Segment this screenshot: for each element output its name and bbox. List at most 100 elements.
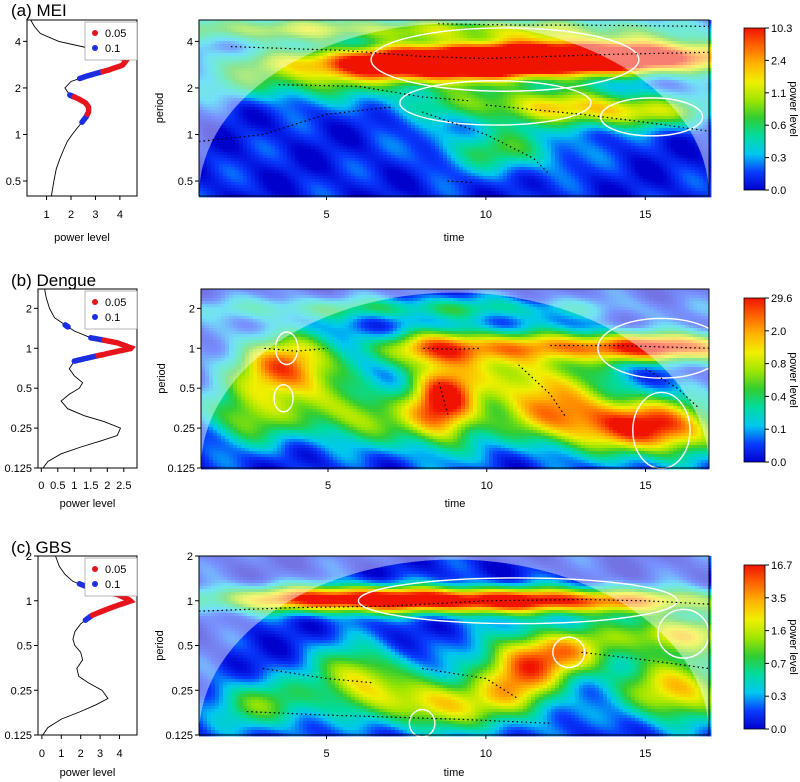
- x-tick-label: 15: [639, 209, 651, 221]
- y-axis-label: period: [154, 630, 166, 661]
- heatmap-cells: [199, 20, 712, 198]
- ridge-line-3: [198, 106, 391, 143]
- x-tick-label: 5: [325, 480, 331, 492]
- significance-0-05-segment-0: [95, 337, 136, 359]
- legend-marker-1: [92, 581, 98, 587]
- legend-box: [84, 290, 138, 330]
- significance-contour-2: [599, 97, 704, 137]
- legend-label-0: 0.05: [105, 564, 126, 576]
- x-tick-label: 15: [639, 480, 651, 492]
- ridge-line-2: [550, 344, 710, 349]
- wavelet-heatmap: 0.125 0.25 0.5 1 2 5 10 15 time period: [156, 288, 726, 510]
- colorbar-tick-label: 0.0: [771, 724, 786, 736]
- spectrum-x-label: power level: [54, 232, 110, 244]
- x-tick-label: 1: [43, 209, 49, 221]
- significance-contour-1: [273, 383, 294, 413]
- legend: 0.05 0.1: [84, 21, 138, 61]
- colorbar-tick-label: 0.8: [771, 359, 786, 371]
- y-tick-label: 2: [187, 83, 193, 95]
- spectrum-x-label: power level: [60, 767, 116, 779]
- significance-contour-0: [357, 577, 678, 625]
- significance-0-1-segment-2: [76, 68, 106, 82]
- colorbar-tick-label: 0.6: [771, 120, 786, 132]
- x-tick-label: 5: [323, 748, 329, 760]
- ridge-line-0: [264, 347, 329, 352]
- significance-contour-1: [399, 80, 592, 126]
- colorbar-tick-label: 0.0: [771, 457, 786, 469]
- x-tick-label: 5: [323, 209, 329, 221]
- y-tick-label: 0.125: [167, 463, 195, 475]
- x-tick-label: 4: [117, 209, 123, 221]
- heatmap-cells: [201, 289, 710, 470]
- x-axis-label: time: [445, 498, 466, 510]
- colorbar-tick-label: 16.7: [771, 560, 792, 572]
- colorbar-tick-label: 1.1: [771, 88, 786, 100]
- colorbar-tick-label: 0.7: [771, 658, 786, 670]
- panel-title: (a) MEI: [11, 1, 67, 20]
- colorbar-tick-label: 10.3: [771, 23, 792, 35]
- y-tick-label: 0.5: [178, 641, 193, 653]
- legend-label-1: 0.1: [105, 43, 120, 55]
- legend-label-0: 0.05: [105, 28, 126, 40]
- colorbar-label: power level: [787, 352, 799, 408]
- y-tick-label: 0.125: [4, 463, 32, 475]
- x-tick-label: 10: [481, 480, 493, 492]
- significance-0-05-segment-0: [71, 94, 92, 118]
- colorbar-tick-label: 0.4: [771, 391, 786, 403]
- significance-contour-0: [274, 331, 299, 366]
- significance-0-1-segment-2: [62, 322, 71, 330]
- ridge-line-1: [262, 667, 375, 684]
- y-tick-label: 2: [15, 83, 21, 95]
- x-tick-label: 3: [97, 748, 103, 760]
- colorbar-tick-label: 0.3: [771, 153, 786, 165]
- colorbar-tick-label: 0.1: [771, 424, 786, 436]
- legend-label-1: 0.1: [105, 312, 120, 324]
- global-spectrum-frame: [26, 19, 138, 197]
- y-tick-label: 2: [187, 551, 193, 563]
- legend-label-0: 0.05: [105, 297, 126, 309]
- colorbar-tick-label: 0.3: [771, 691, 786, 703]
- panel-title: (b) Dengue: [11, 271, 96, 290]
- significance-contour-0: [370, 27, 640, 92]
- y-tick-label: 2: [26, 551, 32, 563]
- cone-of-influence: [199, 556, 709, 735]
- x-tick-label: 1.5: [83, 480, 98, 492]
- y-tick-label: 0.125: [165, 730, 193, 742]
- x-tick-label: 15: [639, 748, 651, 760]
- y-tick-label: 4: [187, 36, 193, 48]
- y-axis-label: period: [156, 363, 168, 394]
- significance-contour-2: [408, 708, 436, 738]
- colorbar-gradient: [743, 564, 766, 730]
- ridge-line-3: [581, 651, 710, 670]
- colorbar-tick-label: 3.5: [771, 593, 786, 605]
- ridge-line-1: [438, 23, 710, 27]
- ridge-line-4: [518, 364, 567, 418]
- heatmap-frame: [198, 19, 710, 197]
- panel-title: (c) GBS: [11, 538, 71, 557]
- legend-marker-1: [92, 45, 98, 51]
- y-tick-label: 0.25: [172, 685, 193, 697]
- y-tick-label: 0.5: [180, 383, 195, 395]
- colorbar-tick-label: 0.0: [771, 185, 786, 197]
- colorbar-label: power level: [787, 81, 799, 137]
- colorbar-tick-label: 2.0: [771, 326, 786, 338]
- legend-box: [84, 557, 138, 597]
- colorbar-label: power level: [787, 619, 799, 675]
- y-tick-label: 0.25: [11, 685, 32, 697]
- y-tick-label: 0.125: [4, 730, 32, 742]
- y-tick-label: 1: [189, 343, 195, 355]
- x-tick-label: 2: [78, 748, 84, 760]
- colorbar-gradient: [743, 27, 766, 191]
- colorbar: 0.0 0.3 0.7 1.6 3.5 16.7 power level: [743, 560, 799, 736]
- ridge-line-3: [438, 382, 450, 418]
- x-tick-label: 3: [92, 209, 98, 221]
- significance-0-1-segment-0: [71, 352, 101, 364]
- x-tick-label: 1: [71, 480, 77, 492]
- colorbar-tick-label: 1.6: [771, 626, 786, 638]
- x-tick-label: 4: [116, 748, 122, 760]
- x-tick-label: 0: [39, 748, 45, 760]
- y-tick-label: 4: [15, 36, 21, 48]
- legend-marker-0: [92, 30, 98, 36]
